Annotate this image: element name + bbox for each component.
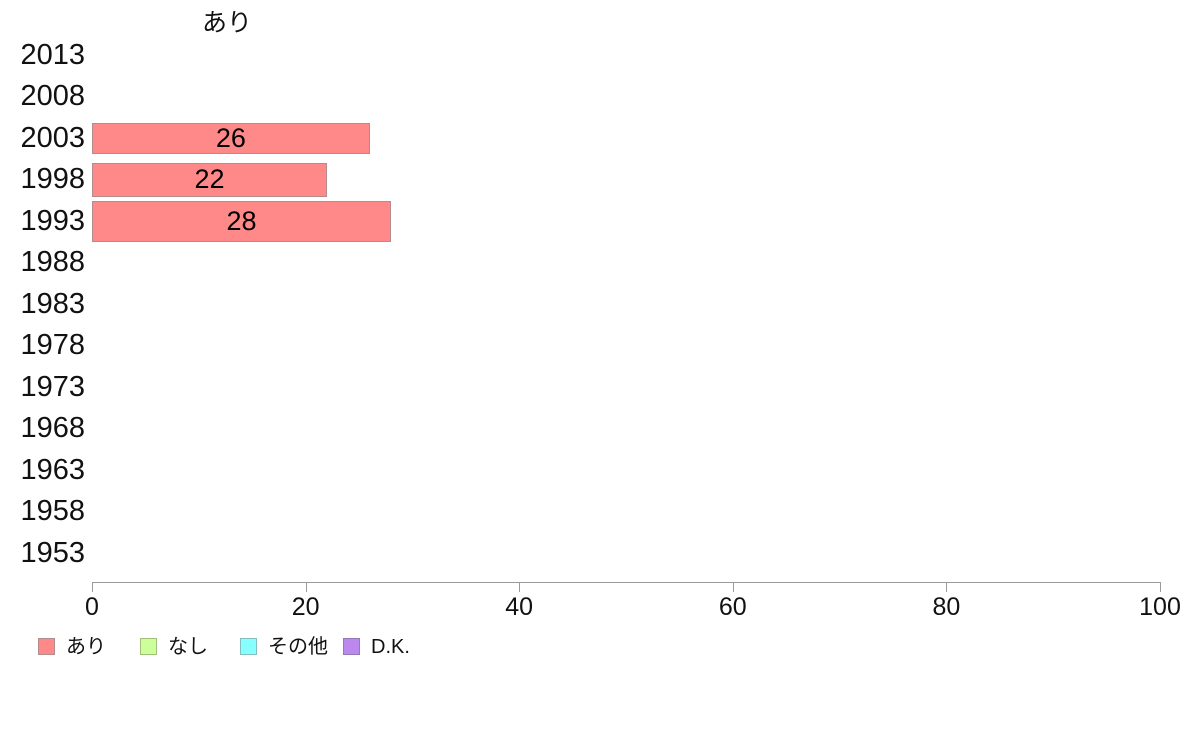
x-axis-tick-label: 40: [505, 593, 534, 621]
bar-value-label: 28: [226, 205, 257, 236]
x-axis-tick: [732, 582, 734, 592]
y-axis-label: 1963: [20, 453, 85, 486]
bar-2003: 26: [92, 122, 370, 154]
bar-value-label: 22: [194, 164, 225, 194]
x-axis-tick: [519, 582, 521, 592]
y-axis-label: 1958: [20, 495, 85, 527]
legend-swatch-3: [240, 638, 257, 655]
legend-label-1: あり: [66, 636, 106, 658]
y-axis-label: 1988: [20, 246, 85, 278]
x-axis-tick-label: 80: [932, 593, 961, 621]
x-axis-tick-label: 20: [291, 593, 320, 621]
y-axis-label: 2008: [20, 80, 85, 112]
y-axis-label: 2003: [20, 121, 85, 154]
legend-label-4: D.K.: [371, 636, 410, 658]
bar-1998: 22: [92, 162, 327, 197]
y-axis-label: 1998: [20, 163, 85, 195]
y-axis-label: 1968: [20, 412, 85, 444]
x-axis-tick: [92, 582, 93, 592]
y-axis-label: 2013: [20, 38, 85, 71]
y-axis-label: 1993: [20, 204, 85, 237]
x-axis-tick-label: 100: [1139, 593, 1181, 621]
x-axis-tick: [305, 582, 307, 592]
bar-1993: 28: [92, 200, 392, 242]
legend-label-2: なし: [168, 636, 208, 658]
y-axis-label: 1953: [20, 536, 85, 569]
bar-value-label: 26: [215, 122, 246, 153]
x-axis-tick-label: 60: [718, 593, 747, 621]
x-axis-line: [92, 582, 1160, 583]
y-axis-label: 1973: [20, 370, 85, 403]
legend-swatch-2: [140, 638, 157, 655]
legend-swatch-4: [343, 638, 360, 655]
x-axis-tick: [946, 582, 948, 592]
x-axis-tick-label: 0: [85, 593, 99, 621]
legend-swatch-1: [38, 638, 55, 655]
chart-title: あり: [201, 9, 253, 37]
y-axis-label: 1978: [20, 329, 85, 361]
y-axis-label: 1983: [20, 287, 85, 320]
x-axis-tick: [1160, 582, 1161, 592]
legend-label-3: その他: [268, 636, 328, 658]
